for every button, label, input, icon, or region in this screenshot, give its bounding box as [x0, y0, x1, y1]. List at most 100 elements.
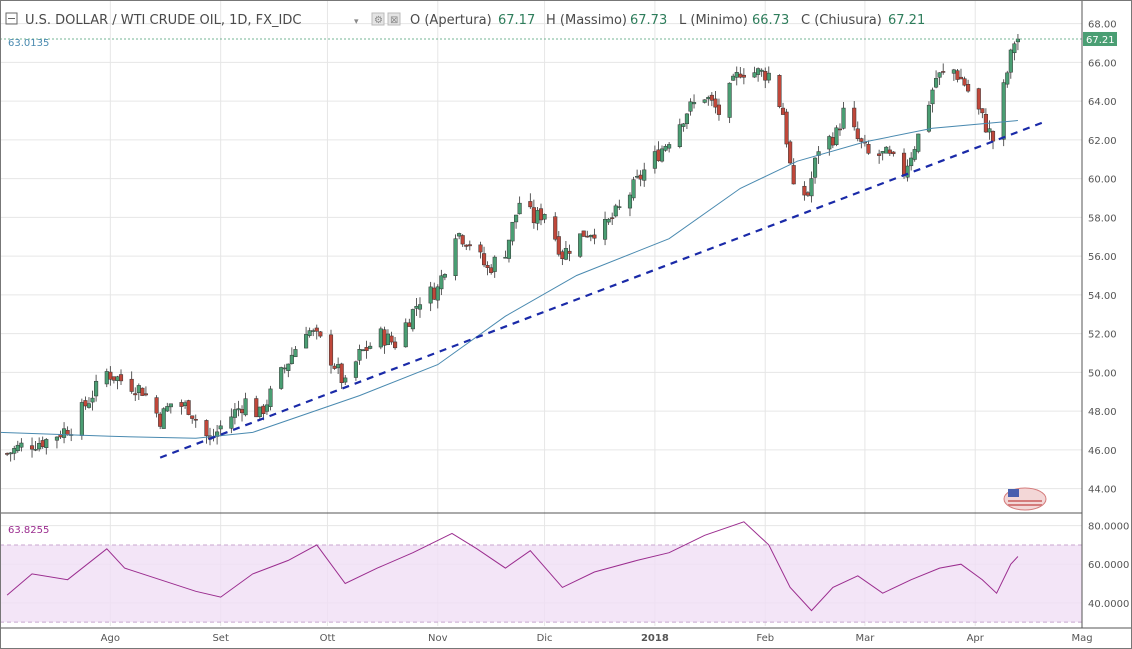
menu-icon[interactable] — [5, 12, 18, 25]
candle — [777, 74, 782, 109]
candle — [506, 239, 512, 263]
time-tick-label: 2018 — [641, 633, 669, 644]
candle — [834, 125, 839, 147]
candle — [318, 331, 323, 338]
candle — [161, 407, 166, 429]
candle — [243, 392, 248, 417]
trendline — [159, 121, 1044, 459]
candle — [439, 269, 444, 296]
candle — [129, 371, 134, 394]
candle — [581, 230, 586, 237]
candle — [659, 145, 665, 163]
candle — [877, 149, 882, 164]
candle — [627, 192, 633, 217]
candle — [891, 151, 896, 157]
settings-icon[interactable] — [371, 12, 385, 26]
close-value: 67.21 — [888, 13, 925, 28]
time-tick-label: Ott — [320, 633, 336, 644]
candle — [514, 214, 519, 229]
candle — [193, 414, 198, 428]
candle — [631, 176, 636, 201]
last-price-tag — [1083, 31, 1117, 46]
candle — [485, 261, 490, 276]
symbol-title[interactable]: U.S. DOLLAR / WTI CRUDE OIL, 1D, FX_IDC — [25, 13, 301, 28]
candle — [556, 231, 561, 257]
candle — [254, 395, 259, 418]
candle — [930, 87, 935, 113]
candle — [613, 203, 618, 218]
price-grid — [0, 0, 1083, 626]
candle — [158, 412, 163, 430]
candle — [417, 297, 423, 318]
candle — [378, 326, 383, 350]
candle — [364, 340, 369, 359]
candle — [460, 234, 465, 247]
candle — [937, 72, 942, 86]
candle — [304, 326, 309, 349]
open-label: O (Apertura) — [410, 13, 492, 28]
candle — [232, 403, 237, 425]
candle — [642, 162, 647, 187]
candle — [962, 76, 967, 87]
close-icon[interactable] — [387, 12, 401, 26]
time-tick-label: Ago — [101, 633, 120, 644]
candle — [567, 244, 572, 262]
candle — [453, 234, 458, 281]
candle — [855, 121, 860, 142]
candle — [759, 68, 764, 77]
candle — [79, 398, 84, 440]
candle — [691, 94, 697, 109]
candle — [592, 228, 597, 245]
candle — [553, 212, 558, 242]
candle — [741, 68, 746, 85]
price-tick-label: 60.00 — [1088, 175, 1117, 186]
low-value: 66.73 — [752, 13, 789, 28]
candle — [467, 240, 472, 251]
candle — [343, 374, 348, 386]
candle — [457, 232, 462, 240]
rsi-axis-labels: 80.0000 60.0000 40.0000 — [1088, 522, 1129, 610]
candle — [731, 73, 736, 81]
time-axis-labels: Ago Set Ott Nov Dic 2018 Feb Mar Apr Mag — [101, 633, 1093, 644]
candle — [286, 363, 291, 378]
rsi-tick-label: 60.0000 — [1088, 560, 1129, 571]
high-label: H (Massimo) — [546, 13, 627, 28]
time-tick-label: Feb — [756, 633, 774, 644]
time-tick-label: Mag — [1071, 633, 1092, 644]
candle — [684, 113, 689, 130]
price-tick-label: 48.00 — [1088, 407, 1117, 418]
candle — [108, 366, 113, 386]
last-price-tag-text: 67.21 — [1086, 35, 1115, 46]
candle — [941, 63, 946, 75]
candle — [143, 386, 148, 397]
price-axis-labels: 68.00 66.00 64.00 62.00 60.00 58.00 56.00 54.00… — [1088, 20, 1117, 496]
candle — [154, 395, 159, 418]
candle — [389, 331, 394, 345]
candle — [510, 221, 515, 246]
candle — [784, 108, 789, 148]
candle — [29, 437, 35, 458]
ma-value-label: 63.0135 — [8, 38, 49, 49]
price-tick-label: 62.00 — [1088, 136, 1117, 147]
dropdown-arrow-icon[interactable]: ▾ — [354, 17, 359, 27]
candle — [780, 102, 786, 115]
candle — [289, 347, 294, 365]
candle — [837, 123, 843, 136]
candle — [90, 390, 95, 411]
candle — [314, 324, 319, 340]
open-value: 67.17 — [498, 13, 535, 28]
candle — [887, 145, 892, 156]
candle — [866, 140, 871, 155]
candle — [133, 387, 138, 401]
candle — [966, 79, 971, 93]
candle — [190, 415, 195, 424]
candle — [339, 362, 344, 389]
candle — [1001, 79, 1006, 147]
candle — [709, 92, 714, 107]
candle — [606, 218, 611, 225]
rsi-line — [6, 521, 1019, 612]
candle — [713, 91, 718, 114]
candle — [140, 387, 145, 396]
candle — [841, 102, 846, 130]
candle — [442, 273, 447, 281]
